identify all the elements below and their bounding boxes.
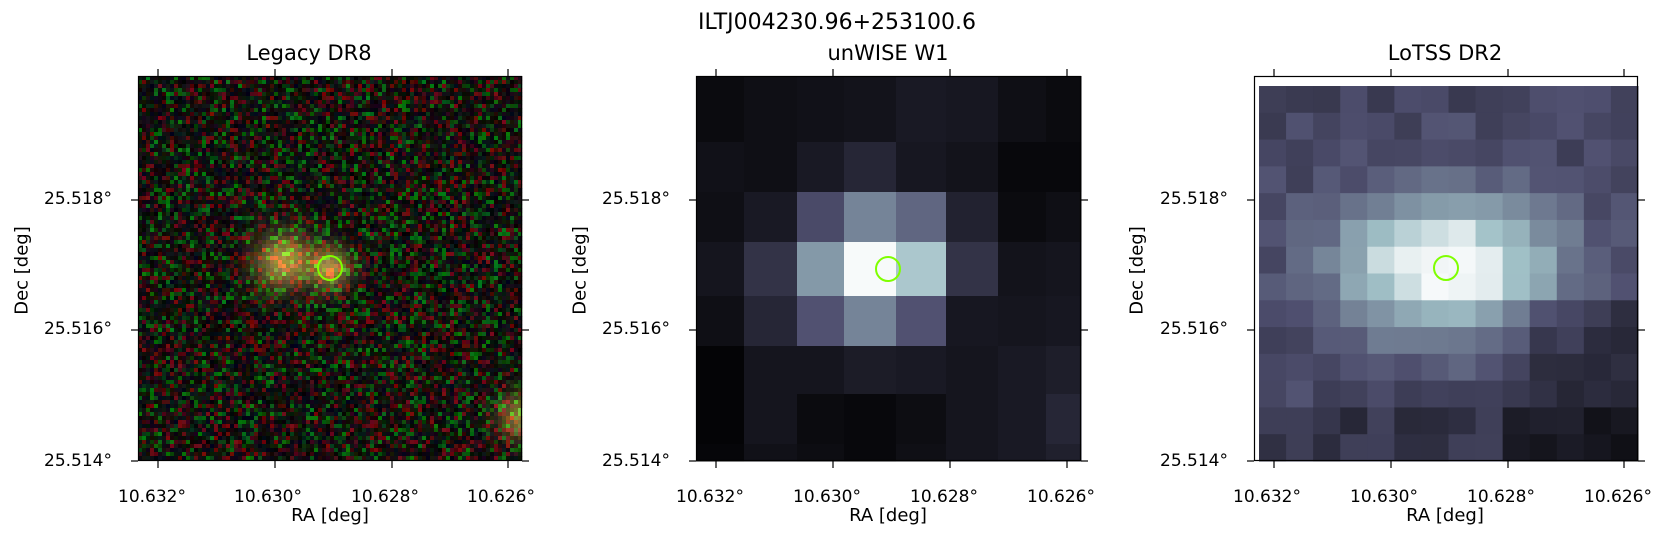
lotss-ytick-1: 25.518°: [1160, 189, 1228, 209]
legacy-xtick-1: 10.632°: [118, 487, 186, 507]
lotss-ytick-2: 25.516°: [1160, 319, 1228, 339]
optical-pixels: [138, 76, 523, 461]
panel-title-unwise: unWISE W1: [827, 41, 949, 65]
legacy-ylabel: Dec [deg]: [11, 226, 33, 315]
unwise-w1-image: [689, 69, 1088, 468]
legacy-xtick-3: 10.628°: [351, 487, 419, 507]
figure-title: ILTJ004230.96+253100.6: [697, 10, 977, 35]
axes-frame: [137, 75, 523, 462]
legacy-ytick-3: 25.514°: [44, 451, 112, 471]
unwise-ytick-3: 25.514°: [602, 451, 670, 471]
lotss-xlabel: RA [deg]: [1406, 505, 1484, 526]
lotss-xtick-2: 10.630°: [1350, 487, 1418, 507]
legacy-ytick-1: 25.518°: [44, 189, 112, 209]
lotss-xtick-3: 10.628°: [1467, 487, 1535, 507]
unwise-xtick-3: 10.628°: [910, 487, 978, 507]
unwise-xtick-2: 10.630°: [793, 487, 861, 507]
axes-frame: [695, 75, 1082, 462]
unwise-xtick-1: 10.632°: [676, 487, 744, 507]
legacy-xtick-4: 10.626°: [467, 487, 535, 507]
legacy-dr8-image: [131, 69, 529, 468]
source-marker-circle: [875, 256, 901, 282]
lotss-dr2-image: [1247, 69, 1645, 468]
unwise-xtick-4: 10.626°: [1027, 487, 1095, 507]
unwise-ylabel: Dec [deg]: [569, 226, 591, 315]
infrared-pixels: [696, 76, 1082, 462]
lotss-ylabel: Dec [deg]: [1126, 226, 1148, 315]
radio-pixels: [1254, 76, 1639, 462]
unwise-ytick-1: 25.518°: [602, 189, 670, 209]
legacy-xlabel: RA [deg]: [291, 505, 369, 526]
panel-title-lotss: LoTSS DR2: [1387, 41, 1503, 65]
legacy-xtick-2: 10.630°: [234, 487, 302, 507]
axes-frame: [1253, 75, 1639, 462]
unwise-xlabel: RA [deg]: [849, 505, 927, 526]
unwise-ytick-2: 25.516°: [602, 319, 670, 339]
source-marker-circle: [317, 255, 343, 281]
lotss-ytick-3: 25.514°: [1160, 451, 1228, 471]
lotss-xtick-4: 10.626°: [1584, 487, 1652, 507]
lotss-xtick-1: 10.632°: [1233, 487, 1301, 507]
source-marker-circle: [1433, 255, 1459, 281]
legacy-ytick-2: 25.516°: [44, 319, 112, 339]
panel-title-legacy: Legacy DR8: [246, 41, 372, 65]
